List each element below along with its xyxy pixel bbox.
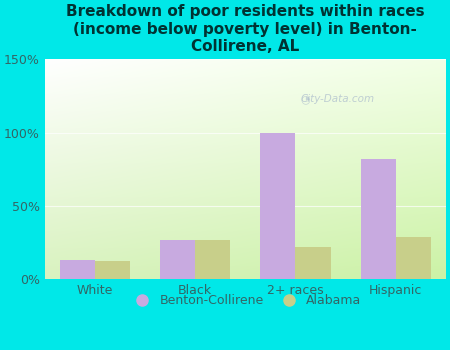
Bar [360,159,396,279]
Text: ◔: ◔ [301,94,310,104]
Bar [261,133,296,279]
Text: City-Data.com: City-Data.com [301,94,375,104]
Bar [160,239,195,279]
Bar [60,260,95,279]
Title: Breakdown of poor residents within races
(income below poverty level) in Benton-: Breakdown of poor residents within races… [66,4,425,54]
Bar [95,261,130,279]
Bar [296,247,331,279]
Bar [396,237,431,279]
Legend: Benton-Collirene, Alabama: Benton-Collirene, Alabama [124,289,366,313]
Bar [195,239,230,279]
